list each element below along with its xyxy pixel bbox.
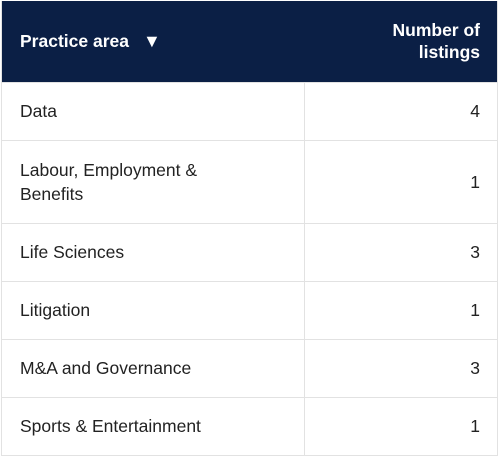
table-row: Labour, Employment & Benefits 1 <box>2 139 497 223</box>
practice-area-header-label: Practice area <box>20 30 129 51</box>
listings-count-cell: 4 <box>304 81 497 140</box>
table-header: Practice area ▼ Number of listings <box>2 1 497 82</box>
listings-count-cell: 1 <box>304 396 497 455</box>
practice-area-cell: M&A and Governance <box>2 338 305 397</box>
listings-header-line1: Number of <box>392 20 481 41</box>
practice-area-column-header[interactable]: Practice area ▼ <box>2 1 304 82</box>
listings-header-line2: listings <box>418 42 480 63</box>
practice-area-cell: Sports & Entertainment <box>2 396 305 455</box>
table-row: Life Sciences 3 <box>2 222 497 281</box>
practice-area-cell: Litigation <box>2 280 305 339</box>
practice-area-cell: Data <box>2 81 305 140</box>
table-body: Data 4 Labour, Employment & Benefits 1 L… <box>2 81 497 455</box>
listings-count-cell: 3 <box>304 222 497 281</box>
table-row: Sports & Entertainment 1 <box>2 396 497 455</box>
listings-count-cell: 1 <box>304 280 497 339</box>
practice-area-table: Practice area ▼ Number of listings Data 4… <box>2 1 497 455</box>
practice-area-cell: Labour, Employment & Benefits <box>2 139 305 223</box>
listings-count-cell: 3 <box>304 338 497 397</box>
header-row: Practice area ▼ Number of listings <box>2 1 497 82</box>
table-row: Data 4 <box>2 81 497 140</box>
table-row: M&A and Governance 3 <box>2 338 497 397</box>
listings-count-cell: 1 <box>304 139 497 223</box>
listings-count-column-header[interactable]: Number of listings <box>304 1 497 82</box>
sort-descending-icon[interactable]: ▼ <box>142 30 161 51</box>
table-row: Litigation 1 <box>2 280 497 339</box>
practice-area-cell: Life Sciences <box>2 222 305 281</box>
